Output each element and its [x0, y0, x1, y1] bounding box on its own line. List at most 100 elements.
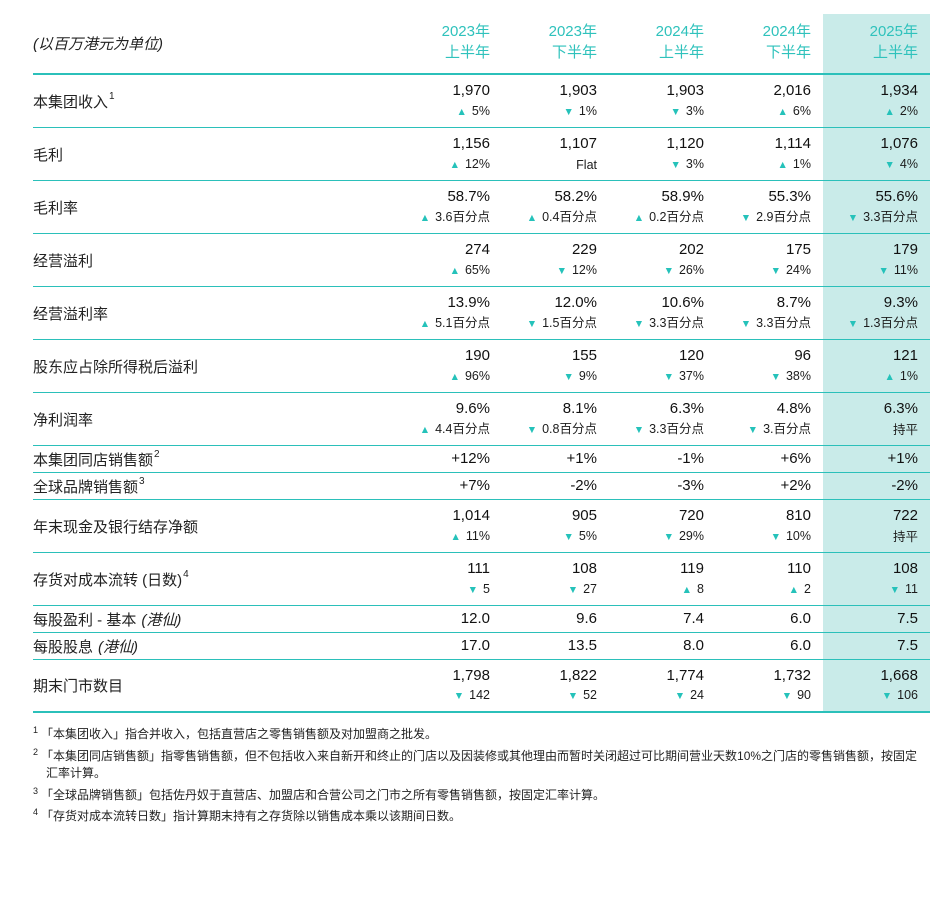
value: 55.3%	[768, 188, 811, 205]
change-text: 11	[905, 582, 918, 596]
row-label-text: 存货对成本流转 (日数)	[33, 571, 183, 589]
value-cell: 9.6% ▲ 4.4百分点	[395, 393, 502, 445]
row-label: 每股盈利 - 基本 (港仙)	[33, 606, 395, 632]
value-cell: +7%	[395, 473, 502, 499]
value: 1,903	[666, 82, 704, 99]
footnote-number: 1	[33, 725, 39, 735]
up-arrow-icon: ▲	[633, 212, 645, 224]
value-cell: 179 ▼ 11%	[823, 234, 930, 286]
table-row: 净利润率 9.6% ▲ 4.4百分点 8.1% ▼ 0.8百分点 6.3% ▼ 3.3百分点 4.8…	[33, 393, 930, 446]
table-row: 经营溢利 274 ▲ 65% 229 ▼ 12% 202 ▼ 26% 175 ▼ 24% 179 ▼ 11%	[33, 234, 930, 287]
change-text: Flat	[576, 158, 597, 172]
change-text: 5.1百分点	[435, 316, 490, 330]
change-indicator: ▼ 12%	[557, 262, 597, 279]
column-half: 上半年	[444, 44, 490, 61]
change-indicator: ▼ 5%	[564, 528, 597, 545]
change-text: 1%	[578, 104, 597, 118]
row-label-text: 毛利	[33, 146, 64, 164]
value: 120	[678, 347, 704, 364]
value-cell: 58.9% ▲ 0.2百分点	[609, 181, 716, 233]
change-text: 12%	[464, 157, 490, 171]
value: 1,076	[880, 135, 918, 152]
row-label: 净利润率	[33, 393, 395, 445]
down-arrow-icon: ▼	[556, 265, 567, 277]
value-cell: 1,798 ▼ 142	[395, 660, 502, 711]
footnote-text: 「全球品牌销售额」包括佐丹奴于直营店、加盟店和合营公司之门市之所有零售销售额，按…	[41, 787, 606, 802]
down-arrow-icon: ▼	[633, 424, 645, 436]
row-label: 股东应占除所得税后溢利	[33, 340, 395, 392]
column-half: 上半年	[872, 44, 918, 61]
row-label-text: 每股股息	[33, 638, 94, 656]
change-indicator: ▲ 1%	[778, 156, 811, 173]
value-cell: 905 ▼ 5%	[502, 500, 609, 552]
change-text: 5%	[471, 104, 490, 118]
down-arrow-icon: ▼	[467, 584, 479, 596]
column-year: 2024年	[655, 23, 704, 40]
up-arrow-icon: ▲	[419, 212, 431, 224]
change-text: 5	[483, 582, 490, 596]
value-cell: 12.0	[395, 606, 502, 632]
change-indicator: ▲ 96%	[450, 368, 490, 385]
value-cell: -1%	[609, 446, 716, 472]
column-header: 2024年 下半年	[716, 14, 823, 73]
row-label: 毛利率	[33, 181, 395, 233]
value: 13.5	[567, 637, 597, 654]
footnote: 4 「存货对成本流转日数」指计算期末持有之存货除以销售成本乘以该期间日数。	[33, 804, 927, 826]
table-row: 本集团收入 1 1,970 ▲ 5% 1,903 ▼ 1% 1,903 ▼ 3% 2,016 ▲ 6% 1,…	[33, 75, 930, 128]
change-indicator: ▼ 11%	[879, 262, 919, 279]
footnote: 2 「本集团同店销售额」指零售销售额，但不包括收入来自新开和终止的门店以及因装修或…	[33, 744, 927, 783]
footnote-ref: 4	[183, 569, 189, 580]
value: +1%	[566, 450, 597, 467]
value-cell: 9.6	[502, 606, 609, 632]
change-indicator: ▲ 0.2百分点	[634, 209, 704, 226]
value: 1,014	[452, 507, 490, 524]
value: -2%	[570, 477, 597, 494]
value-cell: 722 持平	[823, 500, 930, 552]
value: +6%	[780, 450, 811, 467]
change-text: 96%	[464, 369, 490, 383]
change-indicator: ▼ 5	[468, 581, 490, 598]
column-header: 2024年 上半年	[609, 14, 716, 73]
value-cell: 1,076 ▼ 4%	[823, 128, 930, 180]
row-label: 经营溢利率	[33, 287, 395, 339]
down-arrow-icon: ▼	[747, 424, 759, 436]
change-text: 12%	[571, 263, 597, 277]
value: 108	[571, 560, 597, 577]
change-indicator: ▲ 3.6百分点	[420, 209, 490, 226]
change-indicator: ▲ 0.4百分点	[527, 209, 597, 226]
change-text: 11%	[893, 263, 918, 277]
row-label-text: 年末现金及银行结存净额	[33, 518, 199, 536]
row-label: 全球品牌销售额 3	[33, 473, 395, 499]
value-cell: 96 ▼ 38%	[716, 340, 823, 392]
change-text: 3.3百分点	[756, 316, 811, 330]
change-text: 6%	[792, 104, 811, 118]
value: 58.9%	[661, 188, 704, 205]
value: 58.2%	[554, 188, 597, 205]
down-arrow-icon: ▼	[663, 265, 674, 277]
value: 155	[571, 347, 597, 364]
value: 1,156	[452, 135, 490, 152]
column-half: 下半年	[551, 44, 597, 61]
footnote-ref: 2	[154, 449, 160, 460]
value: 1,120	[666, 135, 704, 152]
column-year: 2025年	[869, 23, 918, 40]
change-text: 3%	[685, 104, 704, 118]
down-arrow-icon: ▼	[670, 159, 681, 171]
change-indicator: ▼ 142	[454, 687, 490, 704]
change-text: 5%	[578, 529, 597, 543]
change-indicator: 持平	[893, 422, 918, 438]
value-cell: 1,156 ▲ 12%	[395, 128, 502, 180]
value-cell: +1%	[502, 446, 609, 472]
down-arrow-icon: ▼	[770, 265, 781, 277]
change-text: 24%	[785, 263, 811, 277]
table-row: 存货对成本流转 (日数) 4 111 ▼ 5 108 ▼ 27 119 ▲ 8 110 ▲ 2 108 ▼ 11	[33, 553, 930, 606]
change-text: 11%	[465, 529, 490, 543]
footnotes: 1 「本集团收入」指合并收入，包括直营店之零售销售额及对加盟商之批发。 2 「本集团同…	[33, 722, 927, 826]
value-cell: 55.6% ▼ 3.3百分点	[823, 181, 930, 233]
value-cell: 720 ▼ 29%	[609, 500, 716, 552]
value-cell: 1,903 ▼ 3%	[609, 75, 716, 127]
row-label-text: 经营溢利率	[33, 305, 109, 323]
value-cell: +6%	[716, 446, 823, 472]
change-indicator: ▼ 0.8百分点	[527, 421, 597, 438]
value-cell: 274 ▲ 65%	[395, 234, 502, 286]
